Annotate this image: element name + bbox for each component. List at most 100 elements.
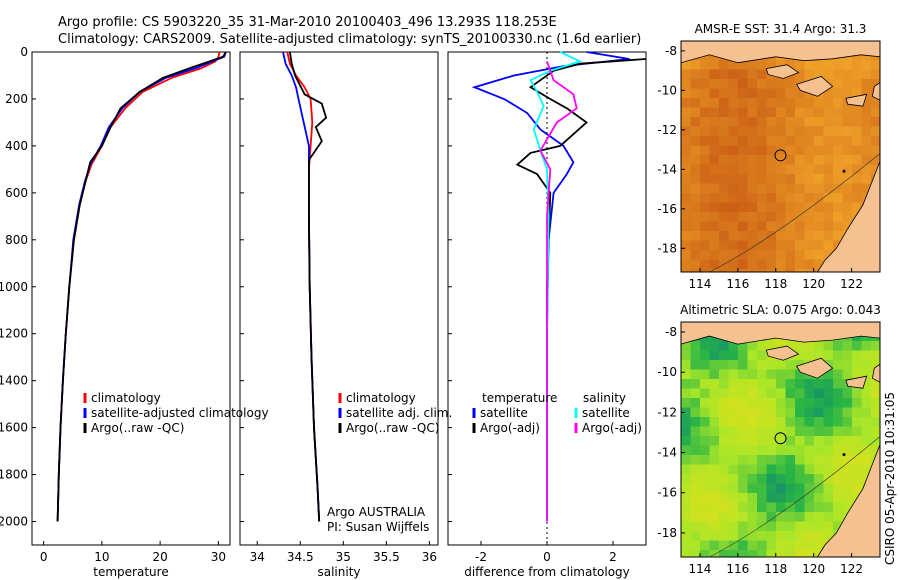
- map-cell: [776, 79, 786, 89]
- map-cell: [814, 464, 824, 475]
- map-cell: [823, 107, 834, 118]
- map-cell: [728, 231, 739, 241]
- map-cell: [833, 212, 843, 222]
- x-axis-label: temperature: [93, 565, 168, 579]
- map-cell: [785, 464, 796, 475]
- map-cell: [833, 521, 843, 532]
- map-cell: [776, 407, 786, 418]
- y-tick-label: 600: [5, 186, 28, 200]
- map-cell: [681, 436, 691, 446]
- map-cell: [776, 512, 786, 522]
- map-cell: [738, 183, 748, 194]
- map-cell: [700, 502, 710, 513]
- plot-frame: [239, 51, 439, 546]
- map-cell: [804, 493, 815, 503]
- map-cell: [776, 493, 786, 503]
- map-cell: [852, 360, 862, 370]
- map-cell: [852, 117, 862, 127]
- island-shape: [765, 345, 800, 361]
- map-cell: [852, 126, 862, 137]
- map-cell: [719, 269, 729, 273]
- y-tick-label: 800: [5, 233, 28, 247]
- map-cell: [728, 212, 739, 222]
- map-cell: [738, 341, 748, 351]
- map-cell: [804, 474, 815, 484]
- map-cell: [719, 436, 729, 446]
- map-cell: [776, 202, 786, 213]
- map-cell: [852, 341, 862, 351]
- map-cell: [785, 60, 796, 70]
- map-cell: [738, 136, 748, 146]
- x-tick-label: 120: [802, 277, 825, 291]
- map-cell: [776, 259, 786, 270]
- map-cell: [852, 464, 862, 475]
- map-cell: [861, 436, 872, 446]
- map-cell: [766, 240, 777, 251]
- map-cell: [842, 174, 853, 184]
- map-cell: [747, 464, 758, 475]
- map-cell: [852, 136, 862, 146]
- map-cell: [690, 164, 701, 175]
- map-cell: [842, 360, 853, 370]
- map-cell: [861, 464, 872, 475]
- map-cell: [719, 417, 729, 427]
- map-cell: [709, 360, 720, 370]
- map-cell: [823, 464, 834, 475]
- map-cell: [690, 464, 701, 475]
- map-cell: [757, 445, 767, 456]
- map-cell: [842, 483, 853, 494]
- map-cell: [776, 164, 786, 175]
- map-cell: [757, 212, 767, 222]
- map-cell: [785, 79, 796, 89]
- map-cell: [852, 350, 862, 361]
- map-cell: [814, 436, 824, 446]
- map-cell: [681, 183, 691, 194]
- map-cell: [766, 426, 777, 437]
- map-cell: [681, 240, 691, 251]
- map-cell: [738, 98, 748, 108]
- map-cell: [861, 455, 872, 465]
- salinity-profile: 34 34.5 35 35.5 36 salinity: [239, 51, 439, 579]
- map-cell: [747, 550, 758, 558]
- map-cell: [747, 426, 758, 437]
- map-cell: [842, 107, 853, 118]
- map-cell: [757, 341, 767, 351]
- map-cell: [852, 174, 862, 184]
- map-cell: [823, 145, 834, 156]
- map-cell: [690, 540, 701, 551]
- map-cell: [681, 212, 691, 222]
- legend-title: temperature: [482, 391, 557, 405]
- map-cell: [795, 88, 805, 99]
- map-cell: [823, 88, 834, 99]
- map-cell: [833, 512, 843, 522]
- header-line-2: Climatology: CARS2009. Satellite-adjuste…: [58, 32, 641, 47]
- map-cell: [747, 60, 758, 70]
- map-cell: [690, 155, 701, 165]
- map-cell: [804, 445, 815, 456]
- island-shape: [765, 64, 800, 79]
- map-cell: [785, 531, 796, 541]
- map-cell: [766, 483, 777, 494]
- map-cell: [757, 426, 767, 437]
- map-cell: [776, 531, 786, 541]
- map-cell: [681, 540, 691, 551]
- map-cell: [757, 60, 767, 70]
- map-cell: [719, 193, 729, 203]
- map-cell: [833, 379, 843, 389]
- map-cell: [814, 117, 824, 127]
- map-cell: [709, 164, 720, 175]
- map-cell: [719, 493, 729, 503]
- map-cell: [681, 341, 691, 351]
- map-cell: [766, 231, 777, 241]
- map-cell: [814, 240, 824, 251]
- map-cell: [833, 388, 843, 399]
- map-cell: [738, 426, 748, 437]
- map-cell: [681, 502, 691, 513]
- map-cell: [700, 117, 710, 127]
- map-cell: [738, 117, 748, 127]
- map-cell: [728, 502, 739, 513]
- map-cell: [738, 69, 748, 80]
- map-cell: [747, 183, 758, 194]
- map-cell: [861, 426, 872, 437]
- map-cell: [833, 145, 843, 156]
